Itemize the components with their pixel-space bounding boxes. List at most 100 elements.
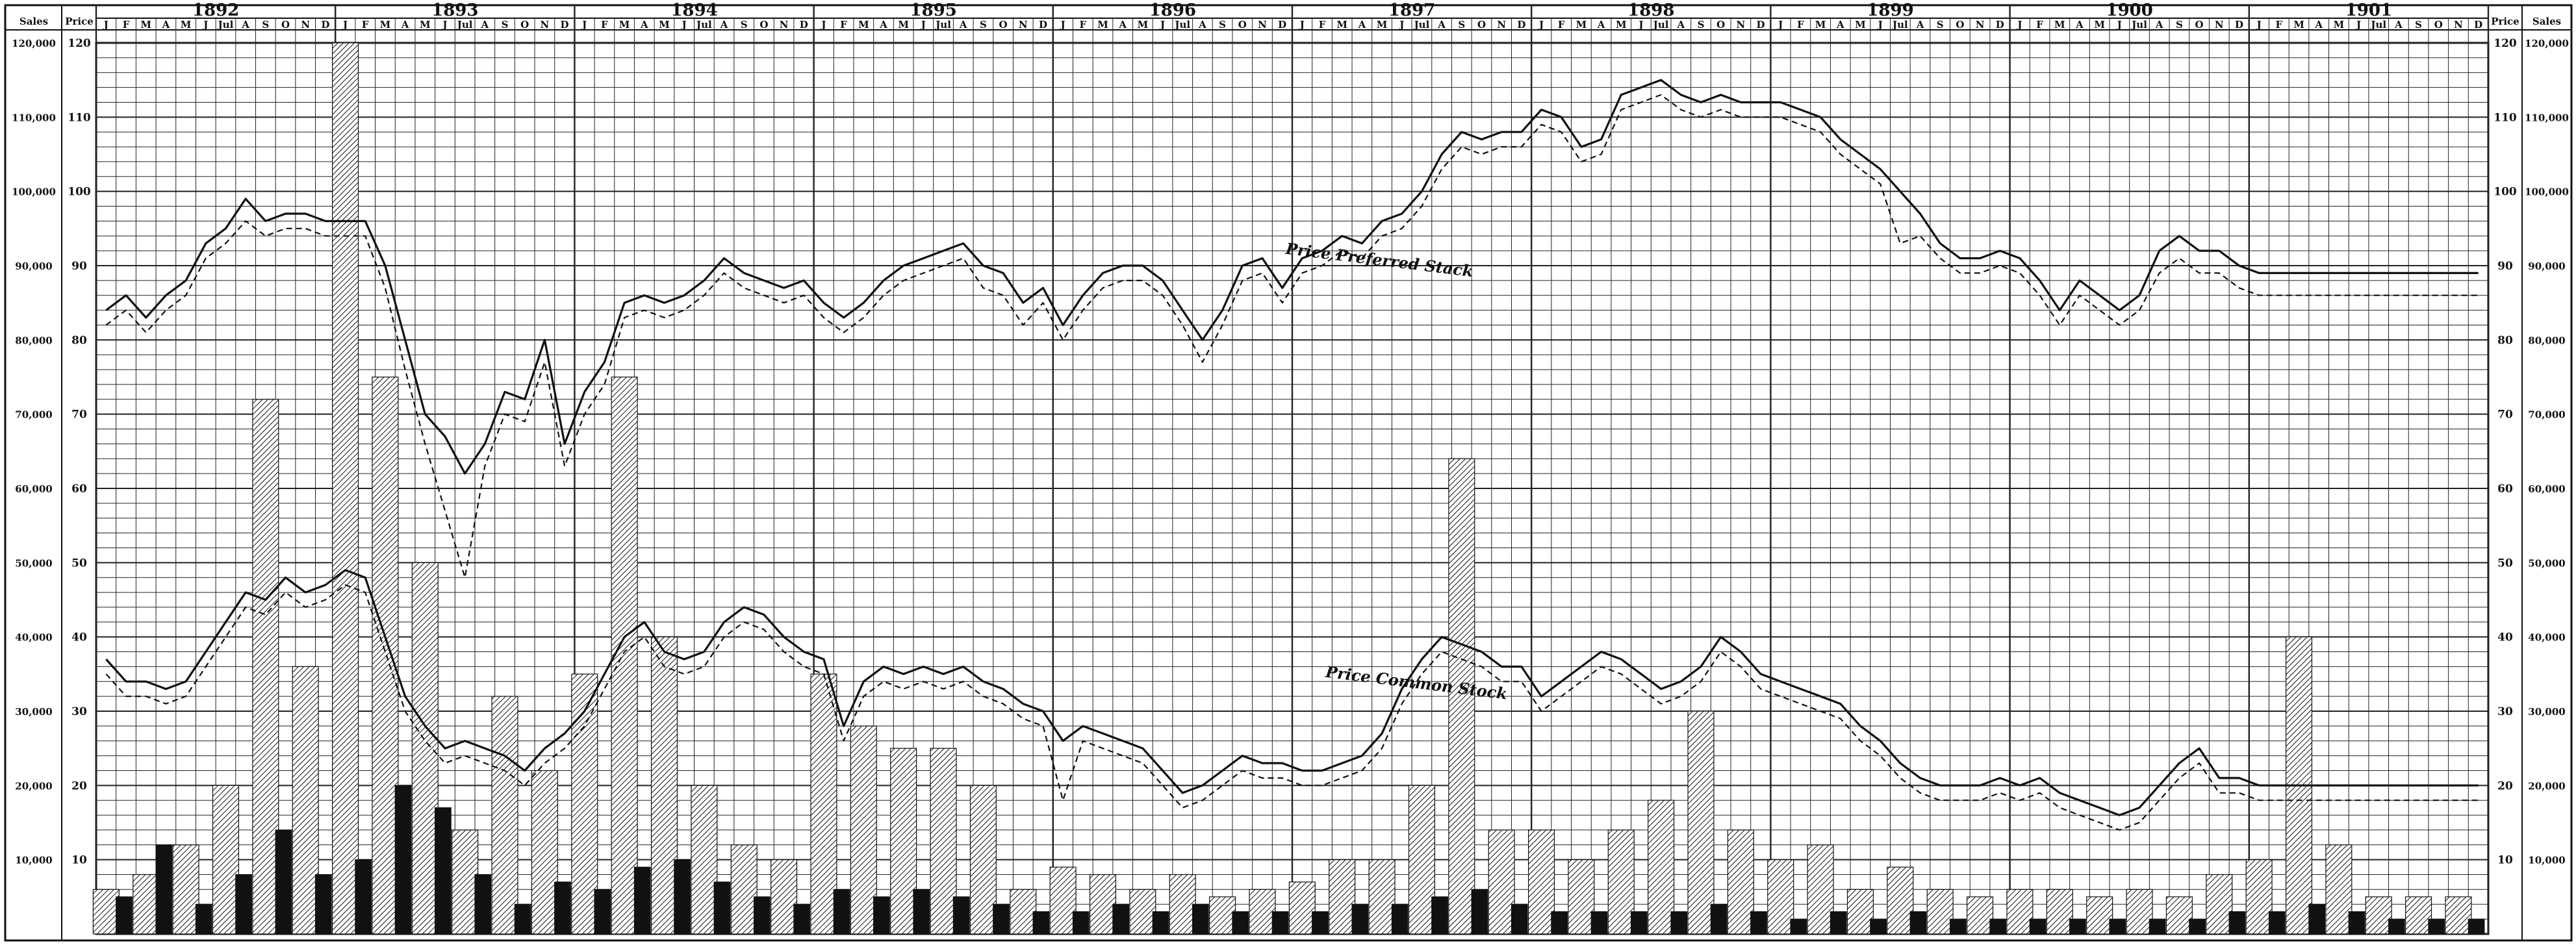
month-label: N bbox=[1976, 19, 1985, 31]
month-label: F bbox=[362, 19, 369, 31]
price-line-solid bbox=[105, 569, 2479, 816]
sales-bar-hatched bbox=[92, 888, 120, 935]
month-label: M bbox=[140, 19, 151, 31]
sales-bar-solid bbox=[195, 903, 212, 935]
month-label: A bbox=[1597, 19, 1605, 31]
sales-bar-hatched bbox=[650, 636, 678, 935]
sales-tick-right: 90,000 bbox=[2528, 260, 2565, 272]
month-label: O bbox=[759, 19, 768, 31]
month-label: M bbox=[2293, 19, 2304, 31]
sales-bar-solid bbox=[1152, 911, 1169, 935]
sales-bar-solid bbox=[1192, 903, 1209, 935]
sales-bar-solid bbox=[1271, 911, 1289, 935]
month-label: J bbox=[581, 19, 587, 31]
month-label: S bbox=[1937, 19, 1944, 31]
sales-bar-solid bbox=[1670, 911, 1688, 935]
sales-bar-solid bbox=[474, 874, 492, 935]
month-label: D bbox=[1757, 19, 1765, 31]
month-label: S bbox=[741, 19, 748, 31]
month-label: Jul bbox=[1652, 19, 1669, 31]
sales-bar-hatched bbox=[292, 666, 319, 935]
price-tick-right: 110 bbox=[2493, 111, 2517, 124]
month-label: D bbox=[1278, 19, 1286, 31]
price-tick-right: 20 bbox=[2497, 779, 2513, 792]
sales-tick-left: 80,000 bbox=[15, 334, 52, 346]
year-label: 1898 bbox=[1627, 1, 1674, 20]
axis-labels: 10 10 10,000 10,000 20 20 20,000 20,000 30 30 30,0… bbox=[12, 37, 2569, 867]
month-label: J bbox=[103, 19, 108, 31]
month-label: S bbox=[2176, 19, 2183, 31]
sales-bar-solid bbox=[873, 896, 890, 935]
price-tick-right: 40 bbox=[2497, 631, 2513, 644]
outer-border bbox=[4, 4, 2573, 942]
month-label: O bbox=[1238, 19, 1247, 31]
month-label: M bbox=[1855, 19, 1866, 31]
month-label: A bbox=[2314, 19, 2323, 31]
year-label: 1893 bbox=[431, 1, 478, 20]
sales-bar-hatched bbox=[810, 674, 837, 935]
month-label: F bbox=[840, 19, 847, 31]
sales-tick-right: 40,000 bbox=[2528, 632, 2565, 644]
sales-bar-solid bbox=[1391, 903, 1409, 935]
month-label: M bbox=[1377, 19, 1388, 31]
month-label: J bbox=[1299, 19, 1305, 31]
price-line-dashed bbox=[105, 94, 2479, 579]
month-label: J bbox=[2256, 19, 2262, 31]
month-label: M bbox=[420, 19, 431, 31]
month-label: A bbox=[720, 19, 728, 31]
sales-bar-hatched bbox=[1169, 874, 1196, 935]
month-label: J bbox=[1159, 19, 1165, 31]
month-label: Jul bbox=[1891, 19, 1908, 31]
sales-bar-solid bbox=[1710, 903, 1728, 935]
sales-bar-solid bbox=[235, 874, 252, 935]
sales-tick-right: 60,000 bbox=[2528, 483, 2565, 495]
month-label: A bbox=[1358, 19, 1366, 31]
sales-bar-solid bbox=[554, 881, 571, 935]
month-label: Jul bbox=[2369, 19, 2386, 31]
sales-tick-right: 100,000 bbox=[2525, 186, 2569, 198]
month-label: S bbox=[2415, 19, 2422, 31]
sales-bar-hatched bbox=[331, 42, 359, 935]
month-label: A bbox=[401, 19, 409, 31]
sales-bar-hatched bbox=[531, 770, 558, 935]
month-label: M bbox=[380, 19, 391, 31]
sales-bar-hatched bbox=[2006, 888, 2034, 935]
month-label: S bbox=[1219, 19, 1226, 31]
sales-bar-hatched bbox=[890, 748, 917, 935]
month-label: J bbox=[2355, 19, 2361, 31]
sales-tick-left: 30,000 bbox=[15, 706, 52, 718]
price-tick-right: 90 bbox=[2497, 260, 2513, 273]
month-label: F bbox=[601, 19, 608, 31]
month-label: O bbox=[281, 19, 290, 31]
month-label: M bbox=[181, 19, 192, 31]
price-tick-left: 100 bbox=[68, 186, 91, 199]
sales-tick-right: 80,000 bbox=[2528, 334, 2565, 346]
month-label: A bbox=[640, 19, 648, 31]
year-label: 1901 bbox=[2345, 1, 2392, 20]
month-label: Jul bbox=[934, 19, 951, 31]
month-label: D bbox=[800, 19, 808, 31]
sales-bar-solid bbox=[2189, 918, 2206, 935]
sales-bar-solid bbox=[1631, 911, 1648, 935]
sales-bar-hatched bbox=[1887, 866, 1914, 935]
month-label: A bbox=[879, 19, 887, 31]
sales-bar-hatched bbox=[172, 844, 199, 935]
month-label: O bbox=[1956, 19, 1964, 31]
sales-bar-solid bbox=[993, 903, 1010, 935]
sales-bar-solid bbox=[275, 829, 292, 935]
month-label: D bbox=[1996, 19, 2004, 31]
sales-bar-hatched bbox=[2365, 896, 2392, 935]
price-tick-left: 10 bbox=[71, 854, 87, 867]
month-label: N bbox=[1258, 19, 1267, 31]
month-label: F bbox=[2275, 19, 2282, 31]
sales-bar-hatched bbox=[1607, 829, 1635, 935]
sales-bar-solid bbox=[2428, 918, 2445, 935]
sales-bar-hatched bbox=[1049, 866, 1077, 935]
month-label: J bbox=[1538, 19, 1544, 31]
sales-bar-hatched bbox=[1767, 859, 1794, 935]
sales-bar-solid bbox=[753, 896, 771, 935]
sales-bar-solid bbox=[2268, 911, 2286, 935]
sales-bar-hatched bbox=[1010, 888, 1037, 935]
sales-bar-solid bbox=[2029, 918, 2047, 935]
year-label: 1894 bbox=[670, 1, 717, 20]
